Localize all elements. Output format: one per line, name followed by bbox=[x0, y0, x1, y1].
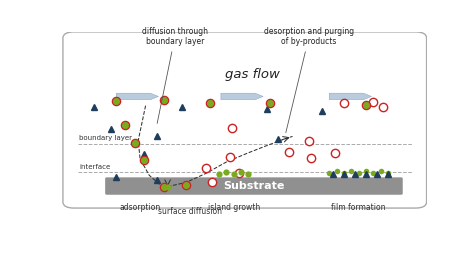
Text: film formation: film formation bbox=[331, 203, 386, 212]
Text: boundary layer: boundary layer bbox=[80, 135, 132, 141]
FancyArrow shape bbox=[116, 93, 158, 100]
FancyBboxPatch shape bbox=[105, 177, 403, 195]
Text: diffusion through
boundary layer: diffusion through boundary layer bbox=[142, 27, 208, 123]
Text: gas flow: gas flow bbox=[225, 68, 280, 81]
FancyArrow shape bbox=[221, 93, 263, 100]
Text: adsorption: adsorption bbox=[119, 203, 161, 212]
Text: desorption and purging
of by-products: desorption and purging of by-products bbox=[264, 27, 354, 133]
FancyArrow shape bbox=[329, 93, 372, 100]
Text: island growth: island growth bbox=[208, 203, 260, 212]
Text: Substrate: Substrate bbox=[223, 181, 284, 191]
Text: interface: interface bbox=[80, 164, 111, 170]
FancyBboxPatch shape bbox=[63, 32, 427, 208]
Text: surface diffusion: surface diffusion bbox=[158, 207, 222, 216]
